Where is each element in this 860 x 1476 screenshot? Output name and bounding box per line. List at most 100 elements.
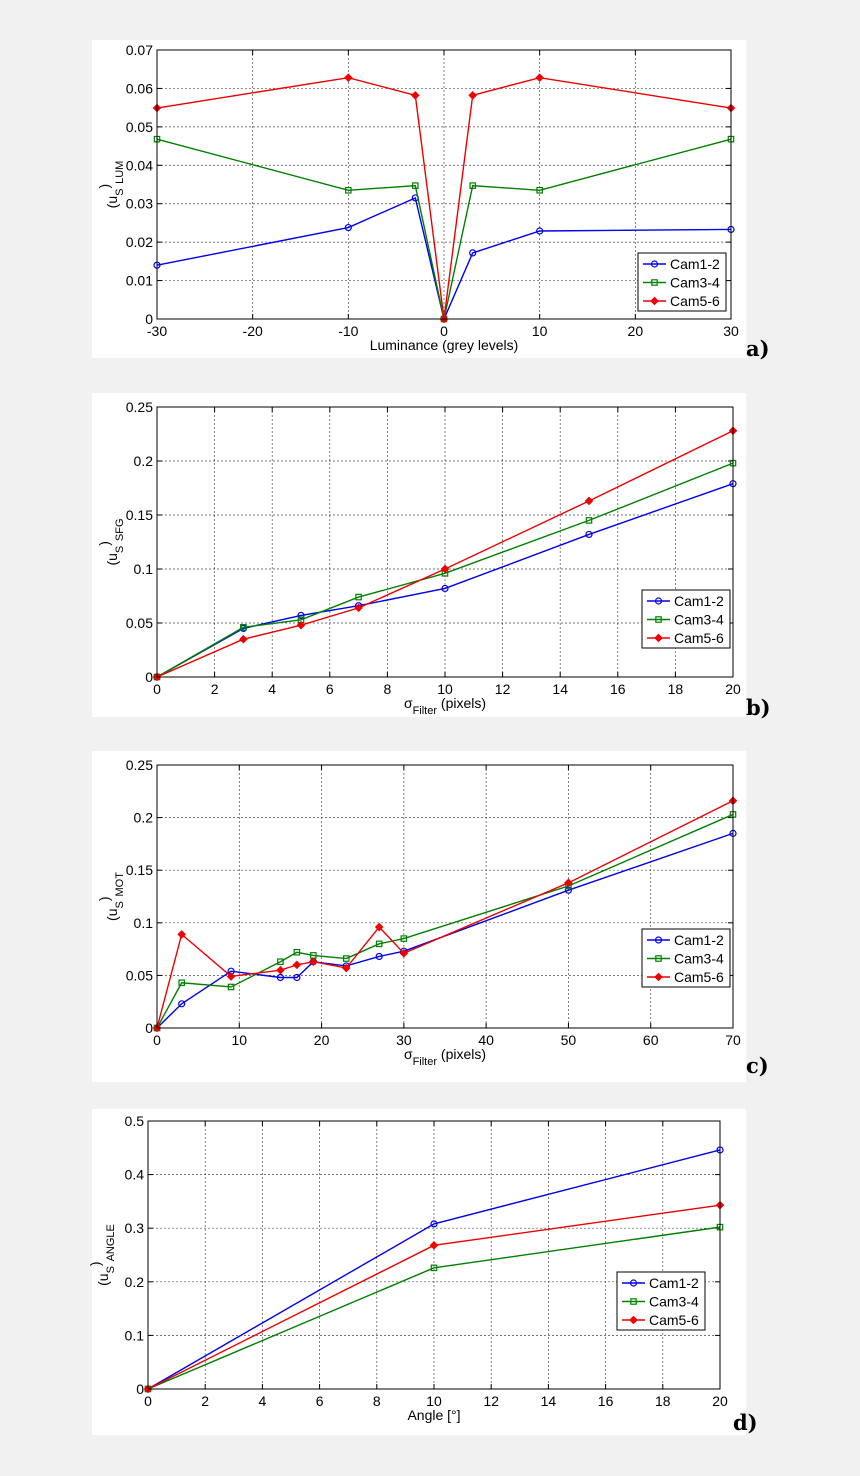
data-point <box>399 949 409 958</box>
data-point <box>345 186 352 194</box>
data-point <box>536 227 544 235</box>
y-axis-label-subscript: S <box>114 901 126 908</box>
panel-label: b) <box>746 695 771 720</box>
x-tick-label: 2 <box>201 1393 209 1409</box>
plot-frame <box>156 49 732 320</box>
y-axis-label-subscript: S <box>114 189 126 196</box>
data-point <box>440 564 450 574</box>
legend-label: Cam3-4 <box>674 612 724 628</box>
x-tick-label: -10 <box>338 323 358 339</box>
legend-label: Cam1-2 <box>649 1275 699 1291</box>
y-axis-label-subscript: S <box>105 1266 117 1273</box>
y-tick-label: 0.07 <box>126 42 153 58</box>
data-point <box>654 597 663 605</box>
y-tick-label: 0.02 <box>126 234 153 250</box>
legend: Cam1-2 Cam3-4 Cam5-6 <box>616 1271 706 1331</box>
data-point <box>629 1279 638 1287</box>
data-point <box>276 965 285 975</box>
y-axis-label-part: (u <box>104 553 120 565</box>
data-point <box>375 940 383 948</box>
x-tick-label: 40 <box>478 1032 494 1048</box>
x-tick-label: 10 <box>231 1032 247 1048</box>
legend: Cam1-2 Cam3-4 Cam5-6 <box>641 589 731 649</box>
y-tick-label: 0.04 <box>126 157 153 173</box>
data-point <box>655 616 662 623</box>
data-point <box>468 91 478 100</box>
y-tick-label: 0.1 <box>125 1327 145 1343</box>
x-tick-label: 14 <box>552 681 568 697</box>
chart-panel-1: -30 -20 -10 0 10 20 30 0 0.01 0.02 0.03 0.04 0.05 0.0… <box>92 40 770 361</box>
legend-label: Cam1-2 <box>674 932 724 948</box>
legend-label: Cam3-4 <box>649 1294 699 1310</box>
x-axis-label-unit: (pixels) <box>437 1046 486 1062</box>
data-point <box>535 73 544 82</box>
series-cam3-4 <box>153 811 737 1032</box>
y-tick-label: 0.05 <box>126 967 153 983</box>
data-point <box>655 955 662 962</box>
x-tick-label: 20 <box>314 1032 330 1048</box>
y-axis-label-part: (u <box>104 909 120 921</box>
x-tick-label: 12 <box>483 1393 499 1409</box>
x-tick-label: 4 <box>259 1393 267 1409</box>
data-point <box>629 1315 638 1325</box>
data-point <box>344 223 352 232</box>
x-tick-label: 14 <box>541 1393 557 1409</box>
x-tick-label: 60 <box>643 1032 659 1048</box>
data-point <box>564 878 573 888</box>
data-point <box>650 260 659 268</box>
y-tick-label: 0.01 <box>126 273 153 289</box>
legend-label: Cam1-2 <box>674 593 724 609</box>
panel-label: c) <box>746 1053 769 1078</box>
legend-label: Cam5-6 <box>674 630 724 646</box>
series-line <box>156 813 734 1029</box>
x-tick-label: -20 <box>243 323 263 339</box>
x-tick-label: 20 <box>628 323 644 339</box>
chart-panel-3: 0 10 20 30 40 50 60 70 0 0.05 0.1 0.15 0.2 0.25 σFilte… <box>92 751 769 1082</box>
legend-label: Cam5-6 <box>674 969 724 985</box>
data-point <box>342 955 350 962</box>
data-point <box>469 182 477 189</box>
x-tick-label: 16 <box>598 1393 614 1409</box>
x-tick-label: 2 <box>211 681 219 697</box>
y-axis-label-part: ) <box>87 1261 103 1266</box>
y-tick-label: 0.3 <box>125 1220 145 1236</box>
y-tick-label: 0.5 <box>125 1113 145 1129</box>
x-tick-label: 30 <box>396 1032 412 1048</box>
y-axis-label-subscript: ANGLE <box>105 1224 117 1261</box>
data-point <box>654 972 663 982</box>
data-point <box>651 279 658 286</box>
plot-area <box>157 765 733 1028</box>
panel-label: d) <box>733 1410 758 1435</box>
chart-panel-4: 0 2 4 6 8 10 12 14 16 18 20 0 0.1 0.2 0.3 0.4 0.5 Angle [… <box>87 1109 758 1435</box>
data-point <box>654 936 663 944</box>
data-point <box>536 186 543 194</box>
x-tick-label: 0 <box>440 323 448 339</box>
x-tick-label: 4 <box>268 681 276 697</box>
plot-frame <box>156 406 734 678</box>
data-point <box>400 935 408 942</box>
x-axis-label-unit: (pixels) <box>437 695 486 711</box>
legend-label: Cam5-6 <box>670 293 720 309</box>
data-point <box>375 952 383 961</box>
panel-label: a) <box>746 336 770 361</box>
data-point <box>585 530 593 539</box>
data-point <box>309 957 318 967</box>
x-tick-label: -30 <box>147 323 167 339</box>
x-tick-label: 16 <box>610 681 626 697</box>
y-axis-label-part: (u <box>95 1273 111 1285</box>
y-tick-label: 0.4 <box>125 1167 145 1183</box>
series-cam5-6 <box>143 1200 725 1394</box>
data-point <box>178 979 185 987</box>
y-axis-label-subscript: SFG <box>114 518 126 541</box>
x-tick-label: 10 <box>426 1393 442 1409</box>
data-point <box>276 973 285 982</box>
y-tick-label: 0.03 <box>126 196 153 212</box>
y-tick-label: 0.2 <box>134 453 154 469</box>
data-point <box>226 972 236 981</box>
data-point <box>293 948 301 956</box>
data-point <box>292 960 302 970</box>
data-point <box>584 496 594 506</box>
data-point <box>430 1220 438 1228</box>
data-point <box>354 603 363 613</box>
